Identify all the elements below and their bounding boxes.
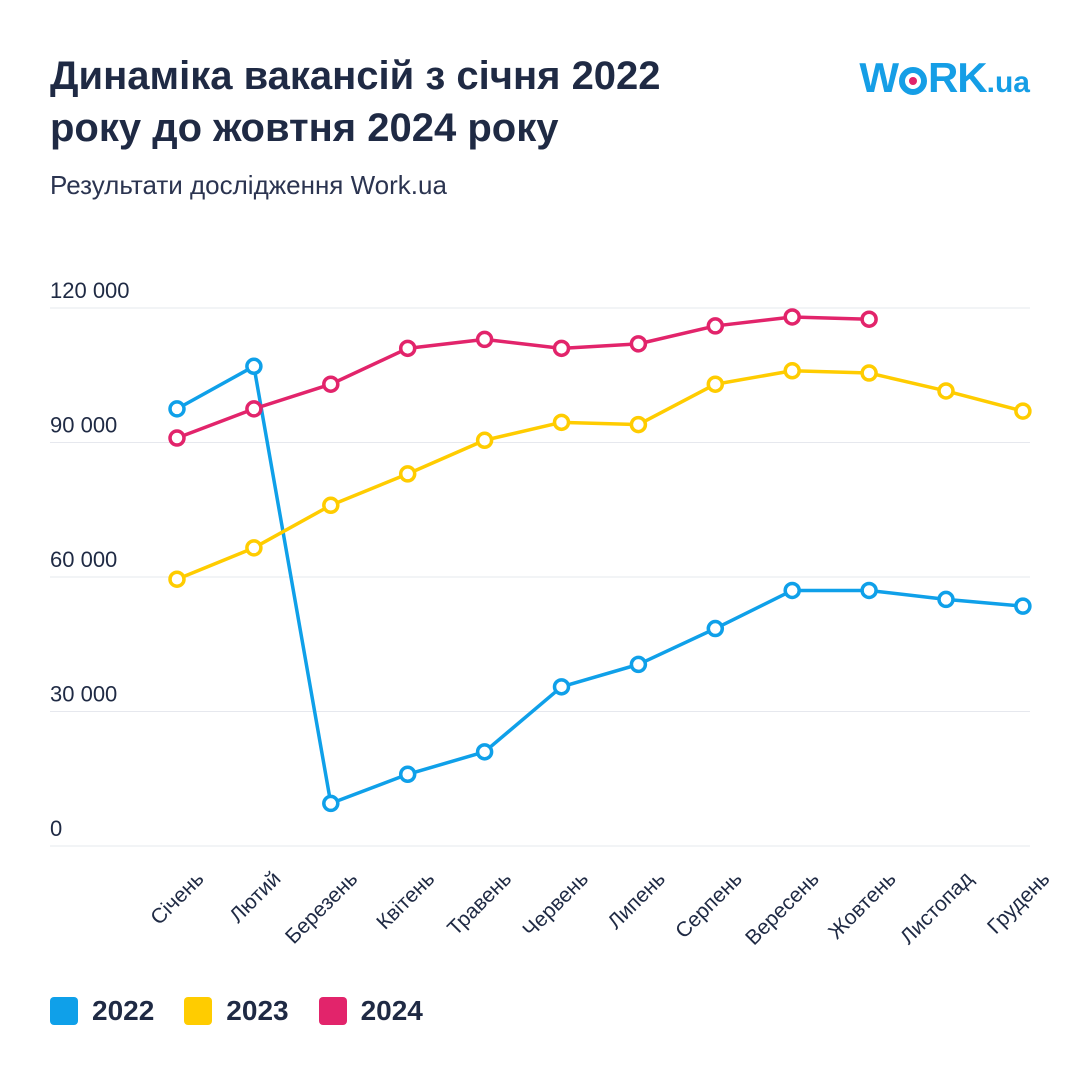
- data-point: [706, 619, 725, 638]
- series-lines: [168, 308, 1032, 813]
- logo-letter-w: W: [859, 54, 899, 101]
- chart-title-line-1: Динаміка вакансій з січня 2022: [50, 54, 661, 98]
- x-tick-label: Березень: [281, 867, 362, 948]
- chart-title: Динаміка вакансій з січня 2022 року до ж…: [50, 50, 770, 154]
- series-2023: [168, 362, 1032, 588]
- data-point: [706, 317, 725, 335]
- chart-title-line-2: року до жовтня 2024 року: [50, 106, 559, 150]
- data-point: [322, 794, 340, 813]
- data-point: [398, 765, 417, 784]
- data-point: [706, 375, 725, 393]
- chart-subtitle: Результати дослідження Work.ua: [50, 170, 447, 200]
- data-point: [1014, 402, 1032, 420]
- x-tick-label: Липень: [603, 867, 670, 934]
- y-tick-label: 0: [50, 816, 62, 841]
- legend-swatch-2023: [184, 997, 213, 1025]
- x-tick-label: Серпень: [671, 867, 747, 943]
- logo-domain: .ua: [986, 66, 1030, 99]
- x-tick-label: Травень: [443, 867, 516, 940]
- data-point: [783, 581, 801, 600]
- logo-o-ring-icon: [898, 67, 927, 95]
- x-tick-label: Лютий: [225, 867, 285, 927]
- y-tick-label: 90 000: [50, 413, 117, 438]
- x-tick-label: Квітень: [372, 867, 439, 934]
- data-point: [937, 382, 955, 400]
- series-line-2022: [175, 364, 1025, 806]
- data-point: [552, 413, 571, 432]
- x-tick-label: Вересень: [741, 867, 824, 950]
- y-tick-label: 30 000: [50, 682, 117, 707]
- x-tick-label: Листопад: [896, 867, 978, 949]
- legend-item-2023: 2023: [184, 995, 289, 1027]
- data-point: [168, 429, 186, 447]
- data-point: [783, 362, 801, 380]
- chart-legend: 2022 2023 2024: [50, 995, 423, 1027]
- legend-label-2023: 2023: [226, 995, 289, 1026]
- data-point: [629, 655, 648, 674]
- y-tick-label: 120 000: [50, 278, 130, 303]
- data-point: [168, 400, 186, 418]
- data-point: [629, 415, 648, 434]
- data-point: [475, 330, 494, 349]
- data-point: [322, 375, 340, 393]
- y-tick-label: 60 000: [50, 547, 117, 572]
- logo-letters-rk: RK: [927, 54, 988, 101]
- legend-label-2024: 2024: [360, 995, 423, 1026]
- data-point: [629, 335, 648, 353]
- data-point: [860, 364, 878, 382]
- work-ua-logo: WORK.ua W RK .ua: [859, 56, 1030, 100]
- data-point: [1014, 597, 1032, 615]
- legend-label-2022: 2022: [92, 995, 155, 1026]
- data-point: [860, 310, 878, 328]
- x-tick-label: Грудень: [983, 867, 1054, 938]
- x-tick-label: Червень: [518, 867, 593, 942]
- legend-item-2022: 2022: [50, 995, 154, 1027]
- series-line-2024: [175, 315, 871, 440]
- data-point: [322, 496, 340, 515]
- data-point: [398, 339, 417, 358]
- series-2024: [168, 308, 878, 447]
- legend-swatch-2024: [318, 997, 347, 1025]
- data-point: [783, 308, 801, 326]
- x-tick-label: Жовтень: [824, 867, 900, 943]
- data-point: [937, 590, 955, 609]
- x-tick-label: Січень: [146, 867, 208, 929]
- data-point: [475, 743, 494, 761]
- data-point: [552, 678, 571, 696]
- legend-item-2024: 2024: [318, 995, 423, 1027]
- legend-swatch-2022: [50, 997, 78, 1025]
- data-point: [860, 581, 878, 600]
- data-point: [245, 357, 263, 376]
- data-point: [552, 339, 571, 358]
- data-point: [398, 465, 417, 483]
- data-point: [245, 539, 263, 557]
- data-point: [168, 570, 186, 588]
- grid-lines: [50, 307, 1030, 847]
- data-point: [245, 400, 263, 418]
- series-line-2023: [175, 369, 1025, 581]
- y-axis-tick-labels: 0 30 000 60 000 90 000 120 000: [50, 278, 130, 841]
- data-point: [475, 431, 494, 450]
- series-2022: [168, 357, 1032, 813]
